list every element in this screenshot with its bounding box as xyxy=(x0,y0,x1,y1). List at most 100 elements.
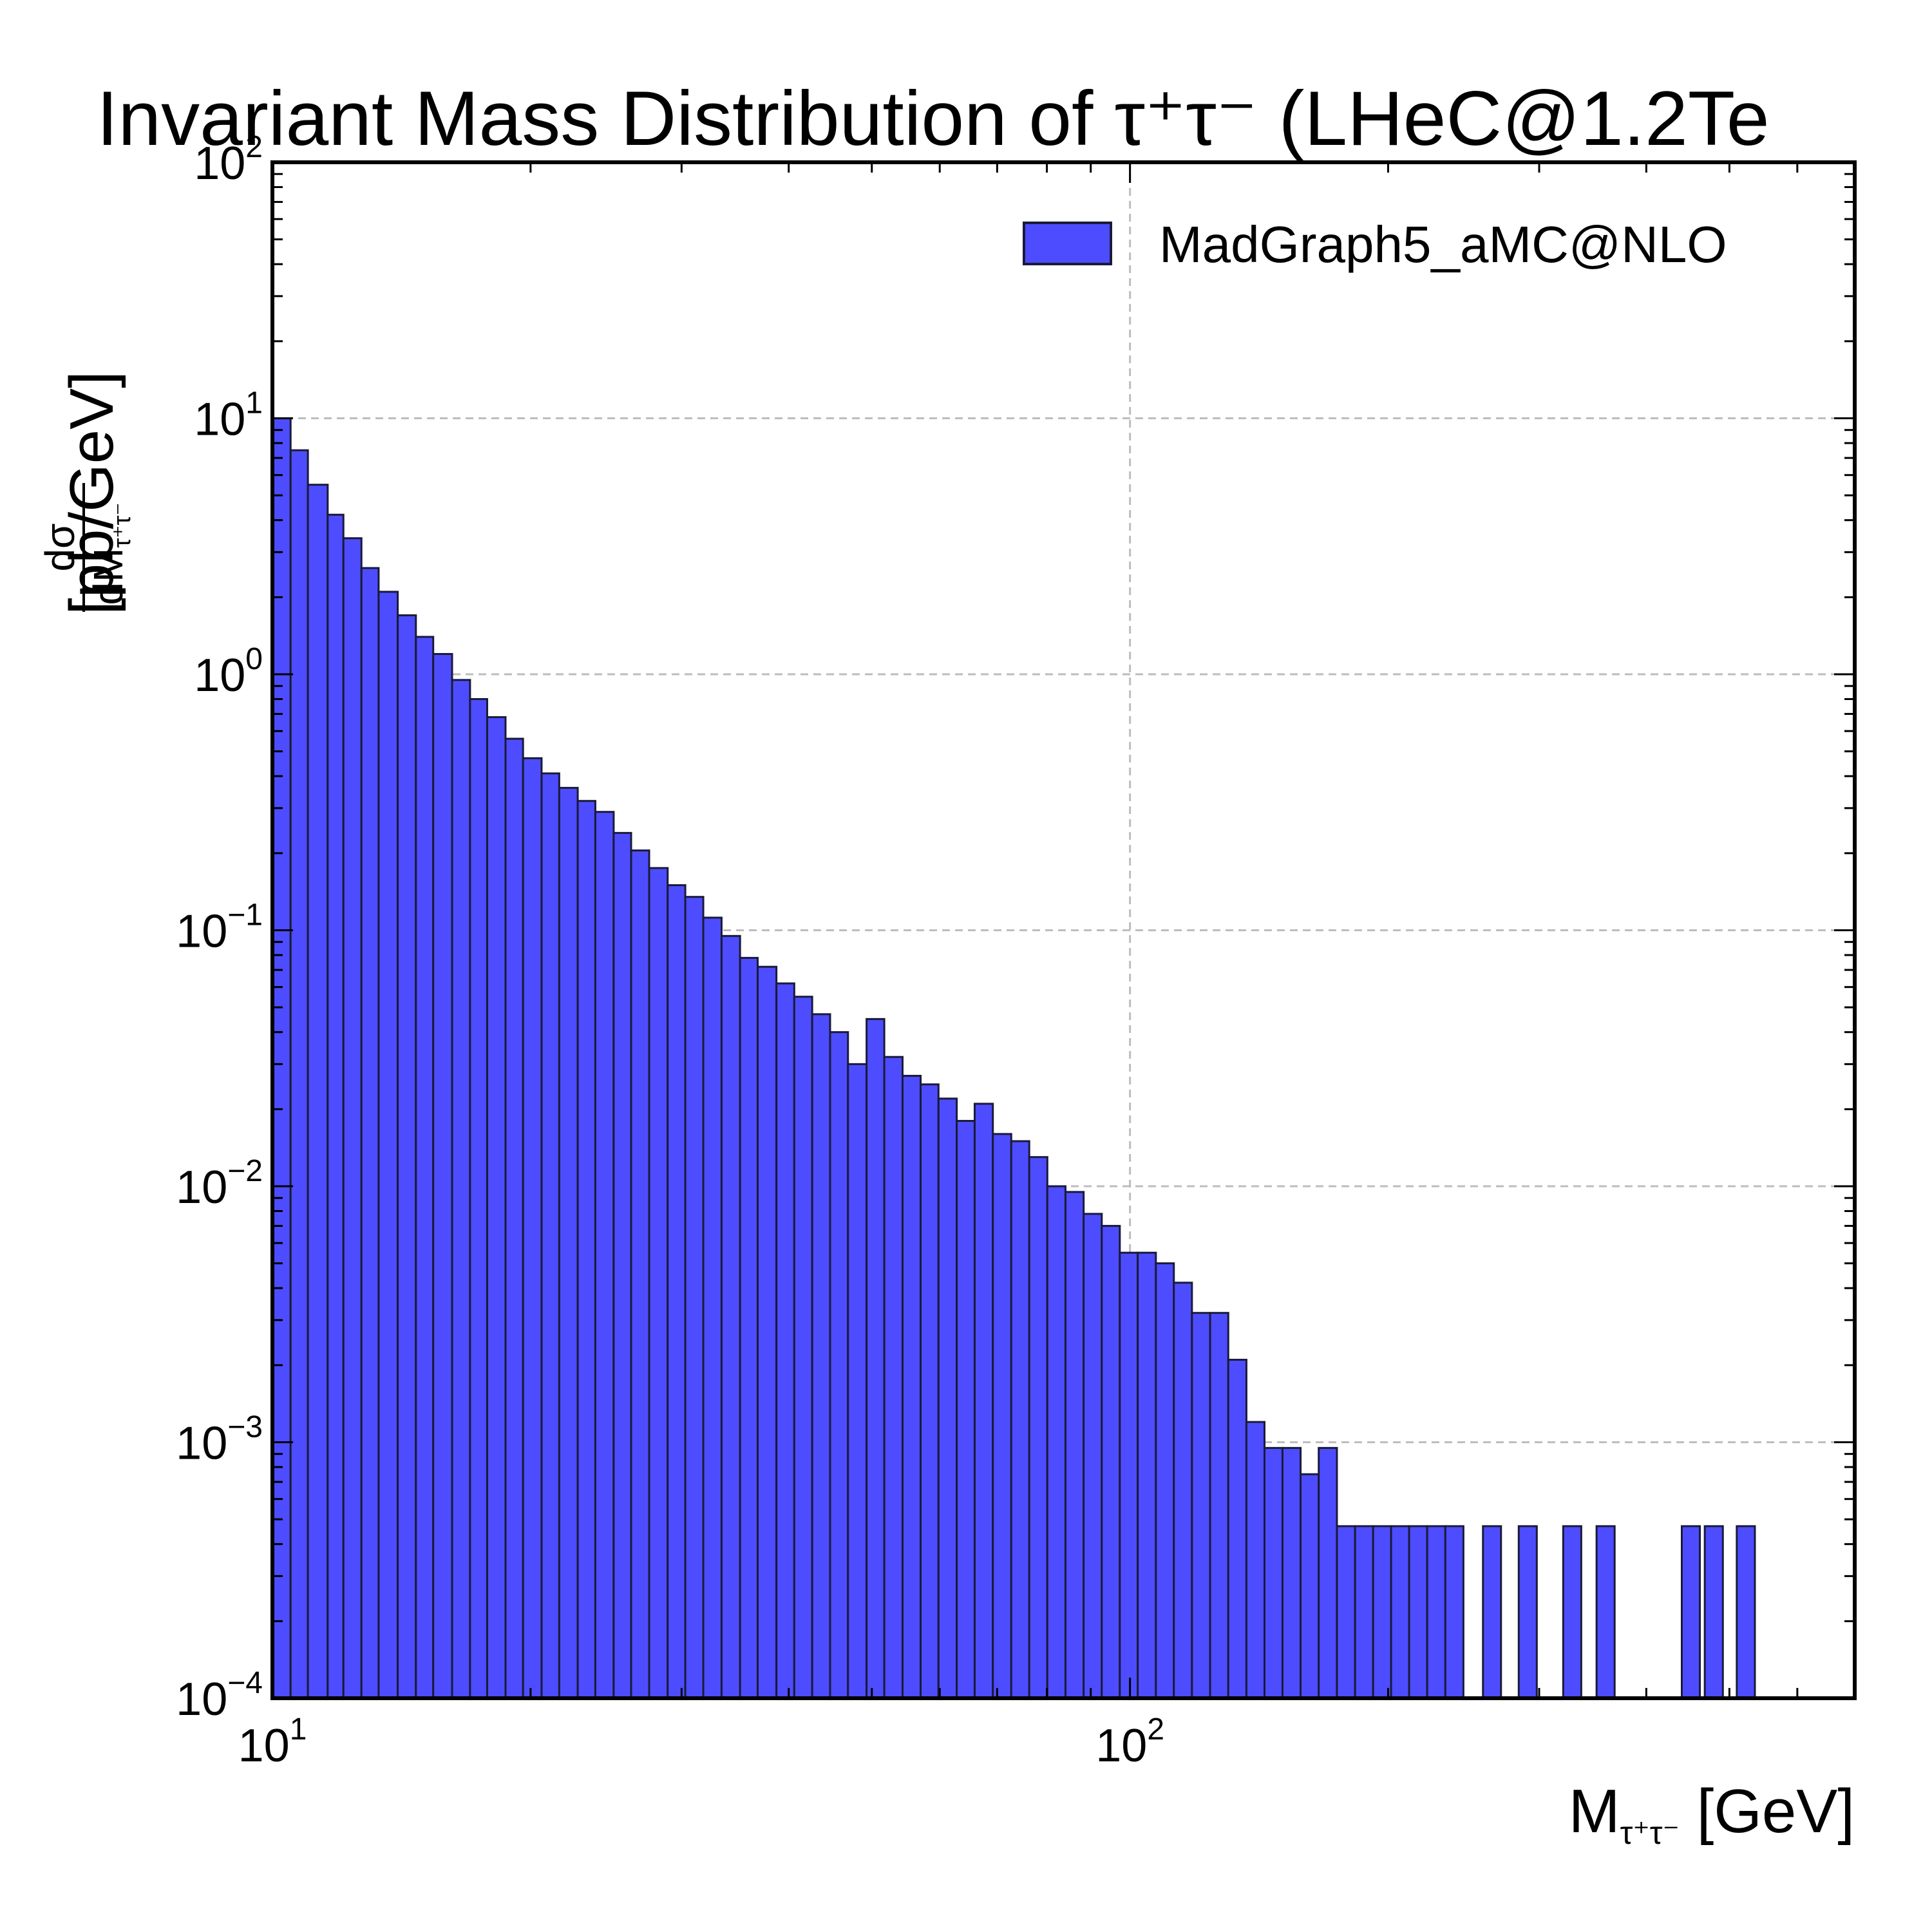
histogram-bar xyxy=(576,800,596,1700)
histogram-bar xyxy=(289,449,309,1700)
histogram-bar xyxy=(612,831,632,1700)
histogram-bar xyxy=(667,884,687,1700)
y-tick-label: 101 xyxy=(194,386,263,446)
histogram-bar xyxy=(1703,1525,1724,1700)
histogram-bar xyxy=(522,757,543,1700)
y-tick-label: 10−1 xyxy=(176,898,263,958)
histogram-bar xyxy=(558,786,579,1700)
y-tick-label: 10−2 xyxy=(176,1154,263,1213)
histogram-bar xyxy=(702,916,723,1700)
histogram-bar xyxy=(415,636,435,1700)
chart-title: Invariant Mass Distribution of τ⁺τ⁻ (LHe… xyxy=(97,75,1770,162)
histogram-bar xyxy=(342,537,363,1700)
y-tick-label: 100 xyxy=(194,642,263,701)
histogram-bar xyxy=(540,772,560,1700)
histogram-bar xyxy=(594,811,615,1700)
histogram-bar xyxy=(1083,1213,1103,1700)
histogram-bar xyxy=(956,1120,976,1700)
histogram-bar xyxy=(307,484,329,1700)
histogram-bar xyxy=(1336,1525,1356,1700)
x-axis-label-sub: τ⁺τ⁻ xyxy=(1620,1815,1680,1851)
histogram-bar xyxy=(377,591,399,1700)
histogram-bar xyxy=(1028,1156,1048,1700)
svg-text:Mτ⁺τ⁻ [GeV]: Mτ⁺τ⁻ [GeV] xyxy=(1569,1777,1855,1851)
y-axis-label: [pb/GeV] xyxy=(57,371,126,615)
histogram-bar xyxy=(1372,1525,1392,1700)
histogram-bar xyxy=(1408,1525,1428,1700)
svg-text:dMτ⁺τ⁻: dMτ⁺τ⁻ xyxy=(85,502,136,605)
histogram-bar xyxy=(432,653,453,1700)
histogram-bar xyxy=(1318,1446,1338,1700)
histogram-bar xyxy=(793,996,813,1700)
histogram-bar xyxy=(327,513,345,1700)
histogram-bar xyxy=(504,737,524,1700)
histogram-bar xyxy=(397,614,417,1700)
x-tick-label: 102 xyxy=(1095,1712,1164,1772)
histogram-bar xyxy=(901,1075,922,1700)
legend-label: MadGraph5_aMC@NLO xyxy=(1159,216,1727,273)
y-tick-label: 10−3 xyxy=(176,1410,263,1470)
histogram-bar xyxy=(271,417,292,1700)
histogram-bar xyxy=(739,956,759,1700)
histogram-bar xyxy=(451,679,471,1700)
histogram-bar xyxy=(360,567,380,1700)
histogram-bar xyxy=(1444,1525,1464,1700)
histogram-bar xyxy=(829,1031,849,1700)
legend-swatch xyxy=(1023,222,1112,265)
histogram-bar xyxy=(1300,1473,1320,1700)
plot-frame xyxy=(270,160,1857,1700)
x-axis-label-unit: [GeV] xyxy=(1680,1777,1855,1846)
y-tick-label: 10−4 xyxy=(176,1666,263,1725)
histogram-bar xyxy=(1264,1446,1283,1700)
y-axis-label-numerator: dσ xyxy=(37,523,83,571)
histogram-bar xyxy=(811,1013,831,1700)
x-axis-label: Mτ⁺τ⁻ [GeV] xyxy=(1569,1777,1855,1851)
histogram-bar xyxy=(973,1103,994,1700)
histogram-bar xyxy=(1390,1525,1410,1700)
histogram-bar xyxy=(1354,1525,1374,1700)
x-tick-label: 101 xyxy=(238,1712,307,1772)
histogram-bar xyxy=(486,716,507,1700)
histogram-bar xyxy=(1680,1525,1701,1700)
histogram-bar xyxy=(1736,1525,1756,1700)
x-axis-label-main: M xyxy=(1569,1777,1620,1846)
y-axis-label-denominator-sub: τ⁺τ⁻ xyxy=(109,502,136,547)
y-axis-label-unit: [pb/GeV] xyxy=(57,371,126,615)
histogram-bar xyxy=(757,965,778,1700)
histogram-bar xyxy=(648,867,669,1700)
histogram-bar xyxy=(720,934,741,1700)
histogram-bar xyxy=(847,1063,868,1700)
histogram-bar xyxy=(630,849,650,1700)
histogram-bar xyxy=(684,896,705,1700)
histogram-bar xyxy=(1281,1446,1302,1700)
y-tick-label: 102 xyxy=(194,130,263,189)
histogram-bar xyxy=(1562,1525,1582,1700)
histogram-bar xyxy=(1517,1525,1538,1700)
histogram-bar xyxy=(1482,1525,1502,1700)
histogram-bar xyxy=(1119,1251,1139,1700)
histogram-bar xyxy=(1426,1525,1446,1700)
histogram-bar xyxy=(1227,1358,1247,1700)
histogram-bar xyxy=(937,1097,958,1700)
histogram-bar xyxy=(1191,1312,1211,1700)
svg-text:[pb/GeV]: [pb/GeV] xyxy=(57,371,126,615)
histogram-bar xyxy=(883,1056,904,1700)
histogram-bar xyxy=(992,1133,1012,1700)
histogram-bar xyxy=(775,982,795,1700)
histogram-bar xyxy=(920,1083,940,1700)
histogram-bar xyxy=(1101,1225,1121,1700)
histogram-bar xyxy=(1010,1140,1030,1700)
histogram-bar xyxy=(1595,1525,1616,1700)
y-axis-fraction: dσ dMτ⁺τ⁻ xyxy=(37,483,136,612)
histogram-bar xyxy=(1155,1262,1175,1700)
histogram-bar xyxy=(1064,1191,1085,1700)
legend: MadGraph5_aMC@NLO xyxy=(1023,216,1727,273)
histogram-bar xyxy=(1173,1282,1193,1700)
histogram-bar xyxy=(866,1018,886,1700)
histogram-bar xyxy=(1046,1185,1066,1700)
histogram-bar xyxy=(1209,1312,1229,1700)
histogram-bar xyxy=(469,698,488,1700)
